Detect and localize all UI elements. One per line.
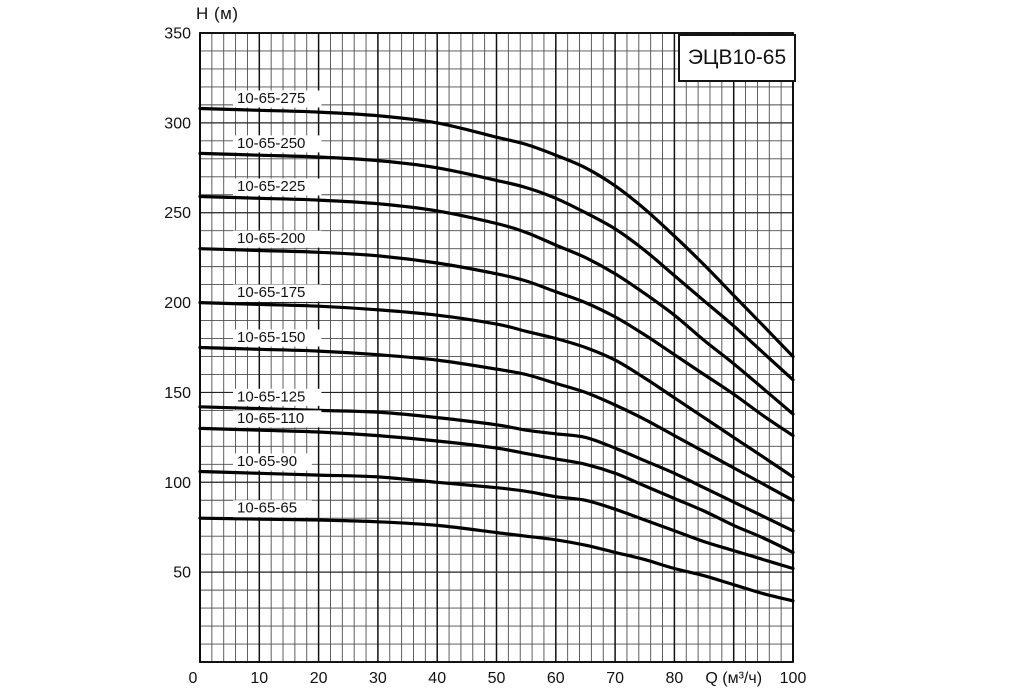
- pump-curve-10-65-110: [198, 426, 795, 554]
- curve-label: 10-65-225: [237, 178, 305, 195]
- curve-label: 10-65-250: [237, 135, 305, 152]
- plot-border: [199, 32, 794, 663]
- curve-labels: 10-65-275 10-65-250 10-65-225 10-65-200 10-6…: [233, 90, 322, 518]
- pump-curve-10-65-275: [198, 106, 795, 359]
- pump-curve-10-65-200: [198, 247, 795, 438]
- curves: [198, 106, 795, 603]
- y-tick-label: 50: [173, 565, 191, 582]
- x-tick-label: 40: [428, 670, 446, 687]
- curve-label-bg: [233, 410, 322, 428]
- pump-curve-10-65-225: [198, 194, 795, 416]
- curve-label: 10-65-175: [237, 284, 305, 301]
- curve-label: 10-65-125: [237, 388, 305, 405]
- curve-label-bg: [233, 329, 322, 347]
- curve-label-bg: [233, 90, 322, 108]
- curve-label: 10-65-65: [237, 500, 297, 517]
- y-tick-label: 200: [164, 295, 191, 312]
- x-tick-label: 70: [606, 670, 624, 687]
- x-tick-label: 30: [369, 670, 387, 687]
- x-axis-title: Q (м³/ч): [705, 670, 762, 687]
- y-tick-label: 150: [164, 385, 191, 402]
- y-tick-label: 250: [164, 205, 191, 222]
- curve-label-bg: [233, 453, 312, 471]
- curve-label: 10-65-150: [237, 329, 305, 346]
- curve-label-bg: [233, 388, 322, 406]
- pump-curve-10-65-90: [198, 469, 795, 571]
- x-tick-label: 80: [666, 670, 684, 687]
- x-tick-label: 10: [250, 670, 268, 687]
- chart-title-box: ЭЦВ10-65: [678, 34, 796, 82]
- curve-label: 10-65-90: [237, 453, 297, 470]
- y-axis-ticks: 50 100 150 200 250 300 350: [164, 26, 191, 582]
- curve-label: 10-65-110: [237, 410, 304, 427]
- curve-label-bg: [233, 178, 322, 196]
- y-axis-title: H (м): [196, 4, 239, 23]
- grid-major: [199, 32, 794, 663]
- y-tick-label: 100: [164, 475, 191, 492]
- curve-label: 10-65-275: [237, 90, 305, 107]
- pump-curve-10-65-250: [198, 151, 795, 382]
- pump-curve-10-65-125: [198, 405, 795, 533]
- curve-label-bg: [233, 135, 322, 153]
- y-tick-label: 350: [164, 26, 191, 43]
- pump-curve-10-65-175: [198, 301, 795, 479]
- curve-label-bg: [233, 230, 322, 248]
- x-tick-label: 20: [310, 670, 328, 687]
- pump-curve-10-65-65: [198, 516, 795, 603]
- x-tick-label: 0: [189, 670, 198, 687]
- y-tick-label: 300: [164, 115, 191, 132]
- x-tick-label: 50: [488, 670, 506, 687]
- x-axis-ticks: 0 10 20 30 40 50 60 70 80 Q (м³/ч) 100: [189, 670, 807, 687]
- curve-label-bg: [233, 500, 312, 518]
- x-tick-label: 60: [547, 670, 565, 687]
- curve-label: 10-65-200: [237, 230, 305, 247]
- pump-curve-10-65-150: [198, 345, 795, 502]
- x-tick-label: 100: [780, 670, 807, 687]
- curve-label-bg: [233, 284, 322, 302]
